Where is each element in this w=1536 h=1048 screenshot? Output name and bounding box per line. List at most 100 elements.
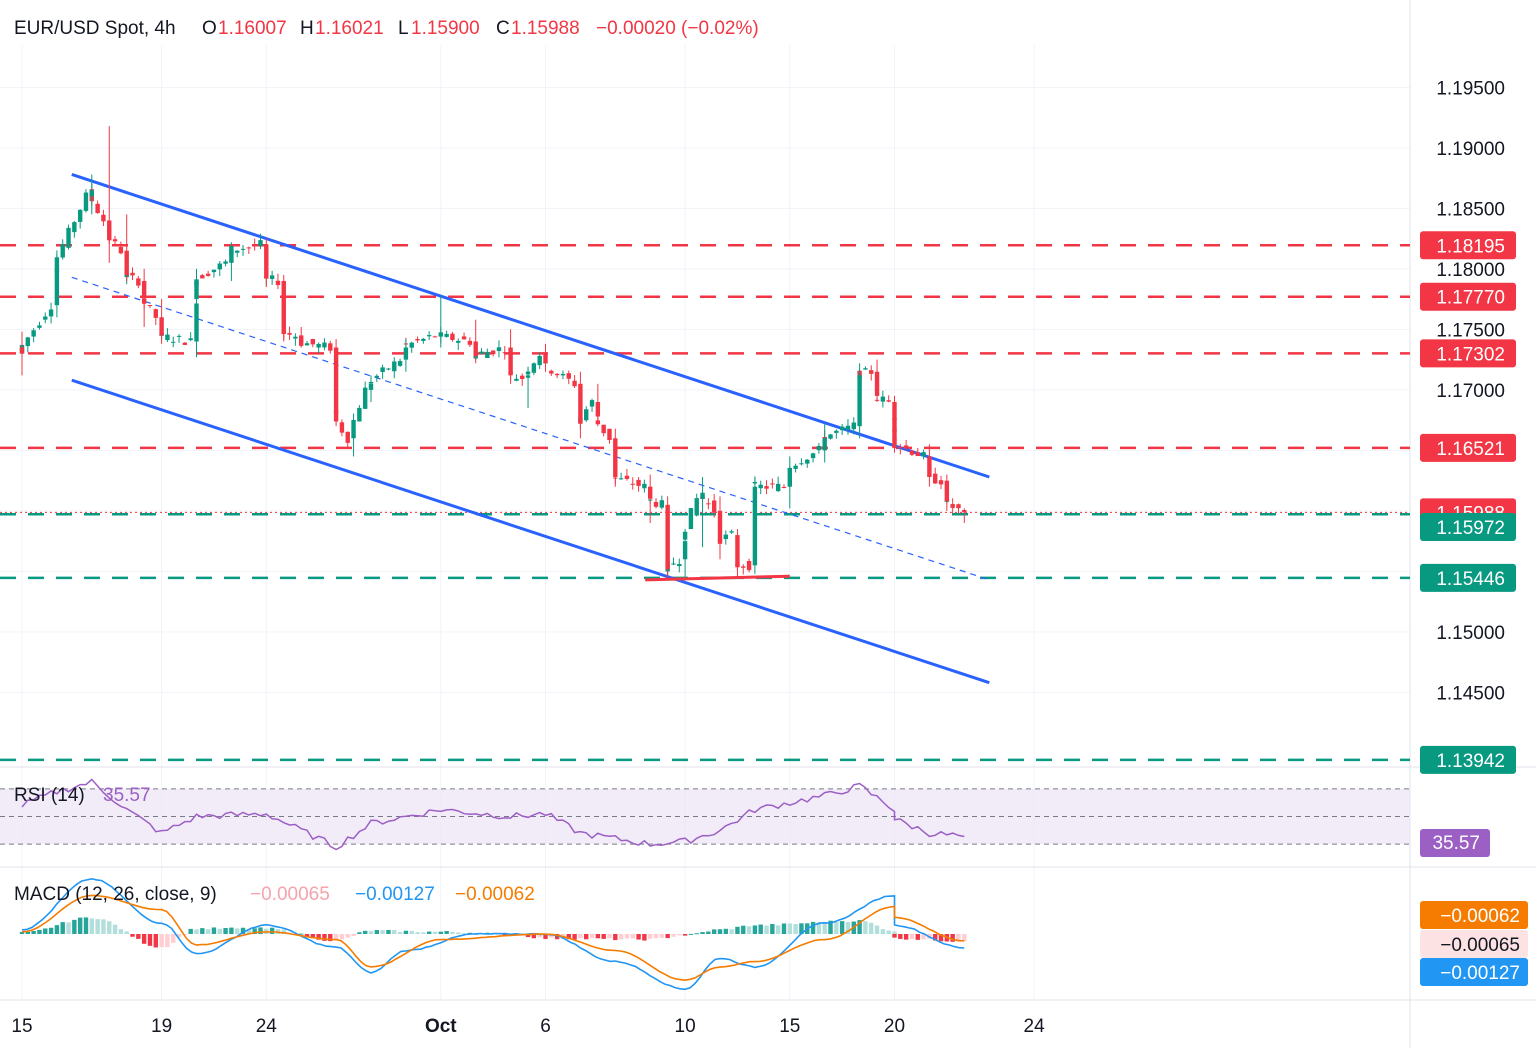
candle-body[interactable] xyxy=(19,347,25,354)
candle-body[interactable] xyxy=(711,500,717,513)
candle-body[interactable] xyxy=(72,222,77,233)
candle-body[interactable] xyxy=(48,309,54,317)
candle-body[interactable] xyxy=(392,361,397,372)
candle-body[interactable] xyxy=(275,280,281,286)
candle-body[interactable] xyxy=(642,483,647,489)
candle-body[interactable] xyxy=(717,510,723,542)
candle-body[interactable] xyxy=(269,275,275,279)
candle-body[interactable] xyxy=(659,500,665,508)
candle-body[interactable] xyxy=(781,486,787,488)
candle-body[interactable] xyxy=(822,438,827,451)
candle-body[interactable] xyxy=(572,380,577,387)
candle-body[interactable] xyxy=(892,401,897,421)
candle-body[interactable] xyxy=(648,486,653,499)
candle-body[interactable] xyxy=(264,244,269,279)
candle-body[interactable] xyxy=(374,375,380,378)
candle-body[interactable] xyxy=(694,498,699,516)
candle-body[interactable] xyxy=(194,326,199,342)
candle-body[interactable] xyxy=(514,378,519,381)
candle-body[interactable] xyxy=(613,438,618,477)
candle-body[interactable] xyxy=(554,373,560,376)
candle-body[interactable] xyxy=(793,465,798,469)
candle-body[interactable] xyxy=(200,275,205,279)
candle-body[interactable] xyxy=(543,353,548,364)
candle-body[interactable] xyxy=(839,426,845,431)
candle-body[interactable] xyxy=(421,338,426,341)
candle-body[interactable] xyxy=(333,347,339,415)
candle-body[interactable] xyxy=(560,373,566,376)
macd-signal-line[interactable] xyxy=(21,894,965,982)
candle-body[interactable] xyxy=(845,425,851,430)
candle-body[interactable] xyxy=(741,566,746,568)
candle-body[interactable] xyxy=(752,486,758,566)
candle-body[interactable] xyxy=(66,227,71,248)
candle-body[interactable] xyxy=(246,247,252,249)
candle-body[interactable] xyxy=(182,342,188,345)
candle-body[interactable] xyxy=(328,343,333,351)
candle-body[interactable] xyxy=(758,484,763,489)
candle-body[interactable] xyxy=(921,452,926,457)
candle-body[interactable] xyxy=(153,309,158,318)
candle-body[interactable] xyxy=(101,214,106,222)
candle-body[interactable] xyxy=(31,330,36,337)
candle-body[interactable] xyxy=(589,400,595,407)
candle-body[interactable] xyxy=(456,340,461,343)
candle-body[interactable] xyxy=(397,361,403,366)
candle-body[interactable] xyxy=(584,409,589,421)
candle-body[interactable] xyxy=(432,336,438,338)
candle-body[interactable] xyxy=(525,375,531,378)
candle-body[interactable] xyxy=(618,478,624,480)
candle-body[interactable] xyxy=(450,333,455,340)
candle-body[interactable] xyxy=(496,347,502,351)
candle-body[interactable] xyxy=(310,339,316,345)
candle-body[interactable] xyxy=(60,244,65,258)
candle-body[interactable] xyxy=(898,446,903,448)
candle-body[interactable] xyxy=(775,483,781,492)
candle-body[interactable] xyxy=(95,203,100,214)
candle-body[interactable] xyxy=(671,563,676,565)
candle-body[interactable] xyxy=(171,341,176,343)
rsi-line[interactable] xyxy=(21,778,965,851)
candle-body[interactable] xyxy=(892,428,897,441)
candle-body[interactable] xyxy=(217,263,222,270)
candle-body[interactable] xyxy=(444,333,449,337)
rsi-pane[interactable]: 80.0035.57 xyxy=(0,747,1490,857)
candle-body[interactable] xyxy=(874,371,880,396)
candle-body[interactable] xyxy=(810,453,816,459)
candle-body[interactable] xyxy=(461,336,467,340)
candle-body[interactable] xyxy=(83,192,89,211)
candle-body[interactable] xyxy=(25,337,31,347)
candle-body[interactable] xyxy=(194,280,199,300)
candle-body[interactable] xyxy=(130,272,135,276)
candle-body[interactable] xyxy=(520,375,525,380)
candle-body[interactable] xyxy=(531,363,537,373)
candle-body[interactable] xyxy=(479,351,484,354)
candle-body[interactable] xyxy=(351,435,356,439)
candle-body[interactable] xyxy=(735,535,740,566)
candle-body[interactable] xyxy=(438,335,443,337)
candle-body[interactable] xyxy=(403,347,409,360)
candle-body[interactable] xyxy=(636,479,641,486)
candle-body[interactable] xyxy=(950,504,955,508)
macd-line[interactable] xyxy=(21,877,965,991)
candle-body[interactable] xyxy=(252,245,257,247)
candle-body[interactable] xyxy=(682,541,688,560)
candle-body[interactable] xyxy=(595,401,601,417)
candle-body[interactable] xyxy=(944,480,950,502)
candle-body[interactable] xyxy=(112,239,118,242)
candle-body[interactable] xyxy=(322,342,327,348)
candle-body[interactable] xyxy=(240,248,246,250)
candle-body[interactable] xyxy=(549,370,554,374)
candle-body[interactable] xyxy=(927,456,932,477)
candle-body[interactable] xyxy=(624,475,630,479)
candle-body[interactable] xyxy=(869,370,874,374)
candle-body[interactable] xyxy=(426,335,432,337)
candle-body[interactable] xyxy=(537,355,542,366)
candles[interactable] xyxy=(19,126,967,578)
candle-body[interactable] xyxy=(136,278,141,286)
candle-body[interactable] xyxy=(805,459,810,464)
candle-body[interactable] xyxy=(938,480,944,485)
candle-body[interactable] xyxy=(43,316,48,320)
candle-body[interactable] xyxy=(281,280,286,332)
